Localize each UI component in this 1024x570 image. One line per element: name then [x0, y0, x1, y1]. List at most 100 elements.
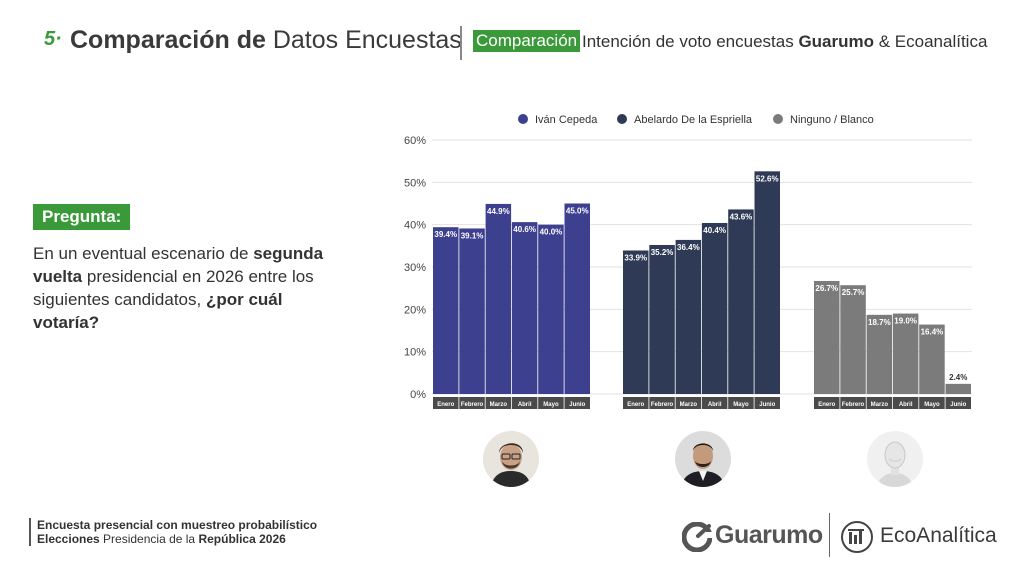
- category-label-box: [892, 397, 919, 409]
- bar-value-label: 36.4%: [677, 243, 700, 252]
- legend-marker: [518, 114, 528, 124]
- footer-line-1: Encuesta presencial con muestreo probabi…: [37, 518, 317, 532]
- bar: [728, 209, 754, 394]
- bar-value-label: 2.4%: [949, 373, 967, 382]
- x-tick-label: Marzo: [490, 402, 508, 408]
- x-tick-label: Mayo: [733, 402, 749, 408]
- page-subtitle: Intención de voto encuestas Guarumo & Ec…: [582, 32, 987, 52]
- bar: [511, 222, 538, 394]
- x-tick-label: Marzo: [680, 402, 698, 408]
- header: 5· Comparación de Datos Encuestas Compar…: [40, 22, 1000, 62]
- category-label-box: [866, 397, 893, 409]
- legend-label: Iván Cepeda: [535, 114, 598, 126]
- x-tick-label: Febrero: [651, 402, 674, 408]
- candidate-photo-ivan-cepeda: [483, 431, 539, 487]
- logo-divider: [829, 513, 830, 557]
- bar: [623, 250, 649, 394]
- footer-line-1-text: Encuesta presencial con muestreo probabi…: [37, 518, 318, 532]
- y-tick-label: 40%: [404, 220, 426, 232]
- bar-value-label: 35.2%: [651, 248, 674, 257]
- candidate-photo-abelardo-icon: [675, 431, 731, 487]
- subtitle-pre: Intención de voto encuestas: [582, 32, 799, 51]
- bar-value-label: 39.1%: [461, 231, 484, 240]
- ecoanalitica-icon: [841, 521, 873, 553]
- x-tick-label: Junio: [950, 402, 966, 408]
- legend-marker: [773, 114, 783, 124]
- y-tick-label: 50%: [404, 177, 426, 189]
- category-label-box: [814, 397, 840, 409]
- x-tick-label: Mayo: [543, 402, 559, 408]
- x-tick-label: Enero: [437, 402, 454, 408]
- bar: [892, 313, 919, 394]
- category-label-box: [433, 397, 459, 409]
- vote-intention-chart: 0% 10% 20% 30% 40% 50% 60% Iván Cepeda Abelardo …: [404, 114, 972, 409]
- category-label-box: [623, 397, 649, 409]
- category-label-box: [919, 397, 945, 409]
- category-label-box: [511, 397, 538, 409]
- bar: [564, 203, 590, 394]
- page-title-bold: Comparación de: [70, 26, 266, 54]
- bar-value-label: 39.4%: [434, 230, 457, 239]
- category-label-box: [945, 397, 971, 409]
- x-tick-label: Abril: [518, 402, 532, 408]
- x-tick-label: Junio: [569, 402, 585, 408]
- bar: [675, 239, 702, 394]
- bar: [945, 383, 971, 394]
- y-tick-label: 30%: [404, 262, 426, 274]
- header-divider: [460, 26, 462, 60]
- x-tick-label: Mayo: [924, 402, 940, 408]
- category-label-box: [649, 397, 675, 409]
- bar: [814, 280, 840, 394]
- bar-value-label: 33.9%: [624, 253, 647, 262]
- bar: [538, 224, 564, 394]
- category-label-box: [485, 397, 512, 409]
- bar-value-label: 44.9%: [487, 207, 510, 216]
- bar-value-label: 45.0%: [566, 207, 589, 216]
- bar: [919, 324, 945, 394]
- y-tick-label: 10%: [404, 347, 426, 359]
- question-part-4: ¿por cuál votaría?: [33, 290, 283, 332]
- bar-value-label: 40.0%: [540, 228, 563, 237]
- y-tick-label: 60%: [404, 135, 426, 147]
- category-label-box: [754, 397, 780, 409]
- mannequin-icon: [867, 431, 923, 487]
- y-tick-label: 20%: [404, 304, 426, 316]
- x-tick-label: Marzo: [871, 402, 889, 408]
- guarumo-icon: [682, 522, 712, 552]
- bar: [840, 285, 866, 394]
- candidate-photo-abelardo-de-la-espriella: [675, 431, 731, 487]
- category-label-box: [675, 397, 702, 409]
- question-text: En un eventual escenario de segunda vuel…: [33, 242, 333, 334]
- bar-value-label: 40.6%: [513, 225, 536, 234]
- legend-marker: [617, 114, 627, 124]
- x-tick-label: Junio: [759, 402, 775, 408]
- section-number: 5·: [44, 28, 62, 50]
- footer-note: Encuesta presencial con muestreo probabi…: [29, 518, 317, 546]
- comparison-badge: Comparación: [473, 30, 581, 52]
- y-tick-label: 0%: [410, 389, 426, 401]
- x-tick-label: Abril: [708, 402, 722, 408]
- footer-line-2: Elecciones Presidencia de la República 2…: [37, 532, 317, 546]
- x-tick-label: Abril: [899, 402, 913, 408]
- bar: [754, 171, 780, 394]
- subtitle-bold: Guarumo: [798, 32, 874, 51]
- footer-line-2-bold2: República 2026: [198, 532, 286, 546]
- category-label-box: [701, 397, 728, 409]
- bar-value-label: 40.4%: [703, 226, 726, 235]
- question-badge: Pregunta:: [33, 204, 131, 230]
- subtitle-post: & Ecoanalítica: [874, 32, 988, 51]
- x-tick-label: Febrero: [842, 402, 865, 408]
- x-tick-label: Febrero: [461, 402, 484, 408]
- bar: [459, 228, 485, 394]
- ecoanalitica-logo-text: EcoAnalítica: [880, 524, 997, 547]
- category-label-box: [840, 397, 866, 409]
- bar: [701, 222, 728, 394]
- x-tick-label: Enero: [627, 402, 644, 408]
- bar: [649, 244, 675, 394]
- question-part-2: segunda vuelta: [33, 244, 324, 286]
- guarumo-logo-text: Guarumo: [715, 521, 823, 549]
- bar-value-label: 26.7%: [815, 284, 838, 293]
- x-tick-label: Enero: [818, 402, 835, 408]
- bar: [866, 314, 893, 394]
- bar-value-label: 25.7%: [842, 288, 865, 297]
